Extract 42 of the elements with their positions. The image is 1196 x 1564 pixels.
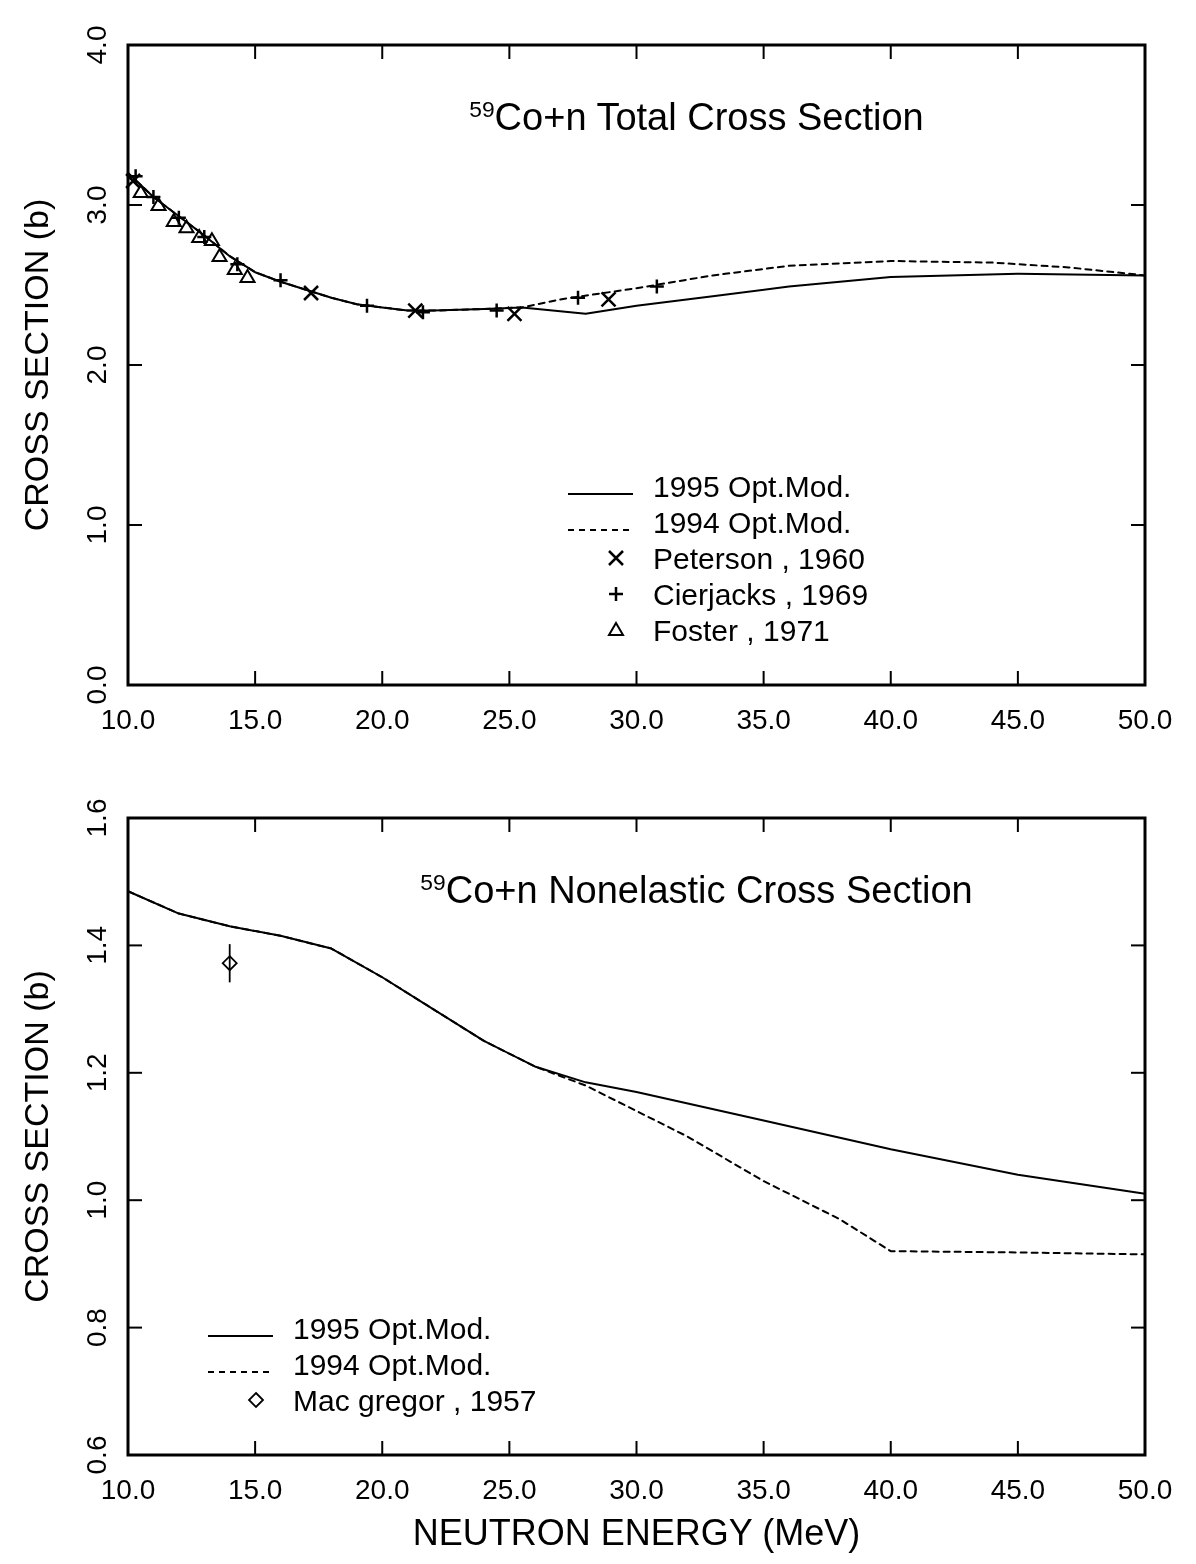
x-tick-label: 10.0 (100, 1474, 156, 1505)
y-tick-label: 1.6 (81, 798, 112, 838)
legend-label: Peterson , 1960 (653, 542, 865, 575)
x-tick-label: 25.0 (482, 1474, 537, 1505)
legend-label: Mac gregor , 1957 (293, 1384, 537, 1417)
x-tick-label: 15.0 (227, 1474, 283, 1505)
y-axis-title: CROSS SECTION (b) (17, 970, 55, 1303)
y-tick-label: 1.0 (81, 505, 112, 545)
x-tick-label: 30.0 (609, 1474, 664, 1505)
x-tick-label: 50.0 (1117, 704, 1173, 735)
text: $^{59}$Co+n Total Cross Section (469, 96, 924, 138)
x-tick-label: 50.0 (1117, 1474, 1173, 1505)
x-tick-label: 15.0 (227, 704, 283, 735)
text: $^{59}$Co+n Nonelastic Cross Section (420, 869, 973, 911)
y-tick-label: 0.6 (81, 1435, 112, 1475)
y-axis-title: CROSS SECTION (b) (17, 198, 55, 532)
y-tick-label: 3.0 (81, 185, 112, 225)
y-tick-label: 1.4 (81, 925, 112, 965)
legend-label: 1994 Opt.Mod. (653, 506, 852, 539)
legend-label: 1995 Opt.Mod. (293, 1312, 492, 1345)
legend-label: 1994 Opt.Mod. (293, 1348, 492, 1381)
x-tick-label: 35.0 (736, 704, 791, 735)
x-tick-label: 20.0 (355, 704, 410, 735)
legend-label: Cierjacks , 1969 (653, 578, 869, 611)
legend-label: 1995 Opt.Mod. (653, 470, 852, 503)
x-tick-label: 45.0 (990, 1474, 1046, 1505)
legend-label: Foster , 1971 (653, 614, 830, 647)
y-tick-label: 0.8 (81, 1308, 112, 1348)
x-axis-title: NEUTRON ENERGY (MeV) (412, 1512, 861, 1553)
y-tick-label: 1.0 (81, 1180, 112, 1220)
y-tick-label: 0.0 (81, 665, 112, 705)
y-tick-label: 4.0 (81, 25, 112, 65)
y-tick-label: 2.0 (81, 345, 112, 385)
x-tick-label: 30.0 (609, 704, 664, 735)
x-tick-label: 35.0 (736, 1474, 791, 1505)
x-tick-label: 40.0 (863, 1474, 918, 1505)
y-tick-label: 1.2 (81, 1053, 112, 1093)
x-tick-label: 45.0 (990, 704, 1046, 735)
x-tick-label: 10.0 (100, 704, 156, 735)
x-tick-label: 25.0 (482, 704, 537, 735)
x-tick-label: 40.0 (863, 704, 918, 735)
x-tick-label: 20.0 (355, 1474, 410, 1505)
